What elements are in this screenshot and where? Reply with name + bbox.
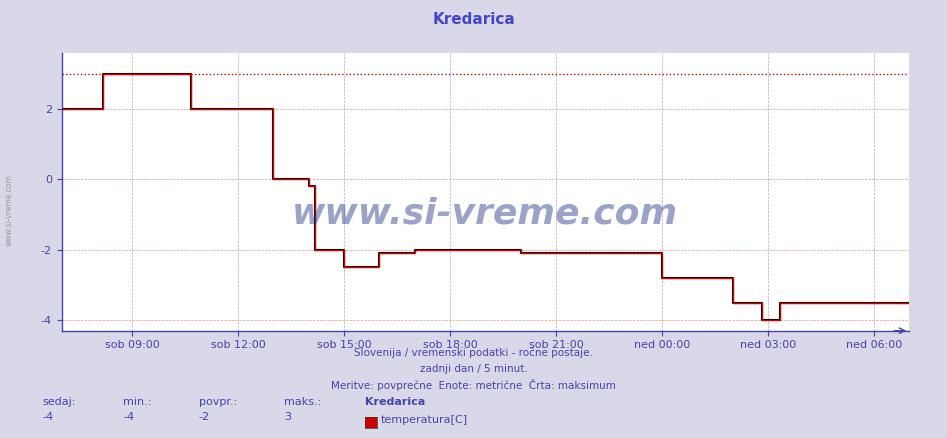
Text: www.si-vreme.com: www.si-vreme.com [5,174,14,246]
Text: www.si-vreme.com: www.si-vreme.com [293,197,678,231]
Text: -2: -2 [199,413,210,423]
Text: -4: -4 [123,413,134,423]
Text: Kredarica: Kredarica [432,12,515,27]
Text: temperatura[C]: temperatura[C] [381,415,468,425]
Text: 3: 3 [284,413,291,423]
Text: maks.:: maks.: [284,397,321,407]
Text: Meritve: povprečne  Enote: metrične  Črta: maksimum: Meritve: povprečne Enote: metrične Črta:… [331,378,616,391]
Text: Kredarica: Kredarica [365,397,425,407]
Text: sedaj:: sedaj: [43,397,76,407]
Text: min.:: min.: [123,397,152,407]
Text: Slovenija / vremenski podatki - ročne postaje.: Slovenija / vremenski podatki - ročne po… [354,347,593,358]
Text: zadnji dan / 5 minut.: zadnji dan / 5 minut. [420,364,527,374]
Text: -4: -4 [43,413,54,423]
Text: povpr.:: povpr.: [199,397,237,407]
